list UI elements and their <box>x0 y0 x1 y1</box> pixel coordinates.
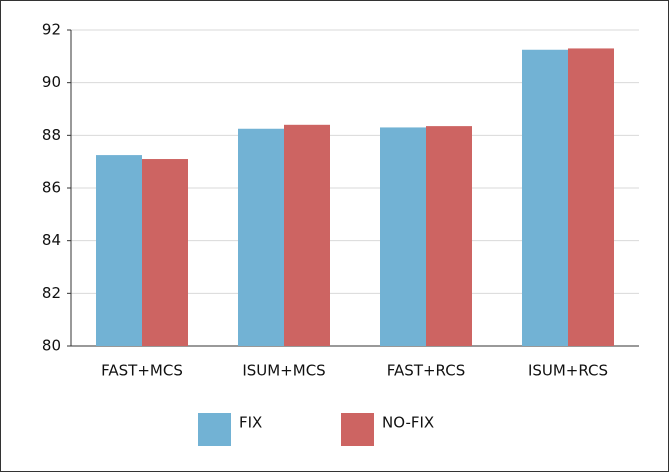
x-tick-label: FAST+RCS <box>387 362 465 380</box>
bar <box>380 127 426 346</box>
bar <box>142 159 188 346</box>
bar <box>238 128 284 346</box>
bar <box>522 49 568 346</box>
y-tick-label: 84 <box>42 231 61 249</box>
y-tick-label: 90 <box>42 73 61 91</box>
y-tick-label: 86 <box>42 179 61 197</box>
bar <box>96 155 142 346</box>
bar <box>284 124 330 346</box>
legend-label: NO-FIX <box>382 414 434 432</box>
legend-label: FIX <box>239 414 262 432</box>
x-tick-label: ISUM+RCS <box>528 362 608 380</box>
x-tick-label: ISUM+MCS <box>242 362 325 380</box>
bar <box>426 126 472 346</box>
y-tick-label: 82 <box>42 284 61 302</box>
bar <box>568 48 614 346</box>
legend-swatch <box>198 413 231 446</box>
y-tick-label: 80 <box>42 337 61 355</box>
legend-swatch <box>341 413 374 446</box>
y-tick-label: 88 <box>42 126 61 144</box>
x-tick-label: FAST+MCS <box>101 362 183 380</box>
y-tick-label: 92 <box>42 21 61 39</box>
